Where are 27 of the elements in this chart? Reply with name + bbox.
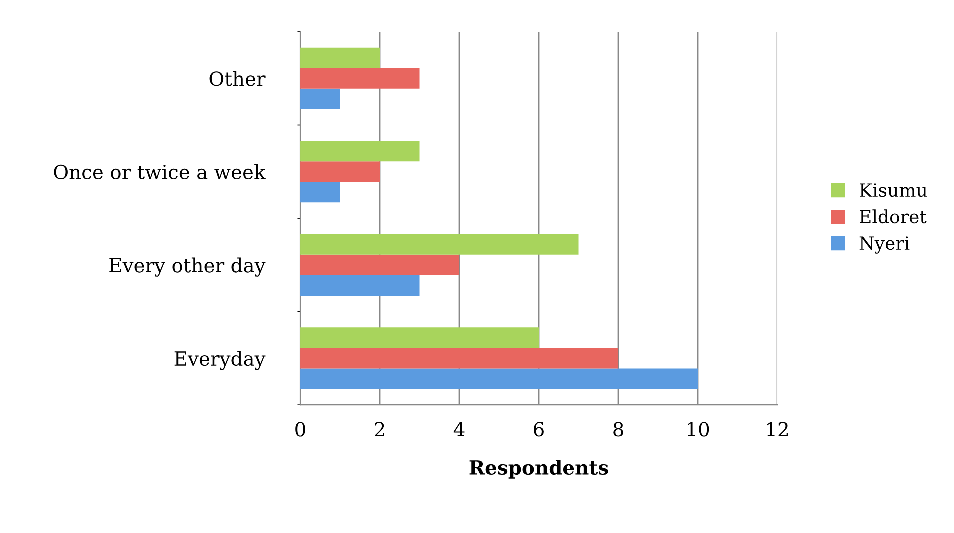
bar (300, 68, 420, 89)
bar (300, 141, 420, 162)
x-tick-label: 2 (375, 422, 384, 437)
bar (300, 48, 380, 68)
bar (300, 348, 619, 369)
x-axis-title: Respondents (470, 460, 608, 479)
x-tick-label: 10 (688, 422, 710, 437)
y-tick-label: Once or twice a week (54, 164, 266, 180)
bar (300, 254, 460, 276)
x-tick-label: 4 (454, 422, 465, 437)
legend-label: Kisumu (860, 184, 928, 198)
bar (300, 162, 380, 182)
legend-label: Nyeri (860, 236, 910, 254)
legend-label: Eldoret (860, 210, 927, 224)
y-tick-label: Other (210, 71, 266, 86)
y-tick-label: Everyday (174, 351, 266, 370)
x-tick-label: 6 (534, 422, 544, 437)
bar (300, 328, 540, 348)
x-tick-label: 8 (614, 422, 624, 437)
x-tick-label: 0 (296, 422, 306, 437)
bar (300, 234, 579, 255)
bar (300, 88, 340, 110)
bar (300, 182, 340, 203)
y-tick-label: Every other day (110, 258, 266, 277)
bar (300, 275, 420, 296)
bar (300, 368, 698, 390)
x-tick-label: 12 (768, 422, 788, 437)
